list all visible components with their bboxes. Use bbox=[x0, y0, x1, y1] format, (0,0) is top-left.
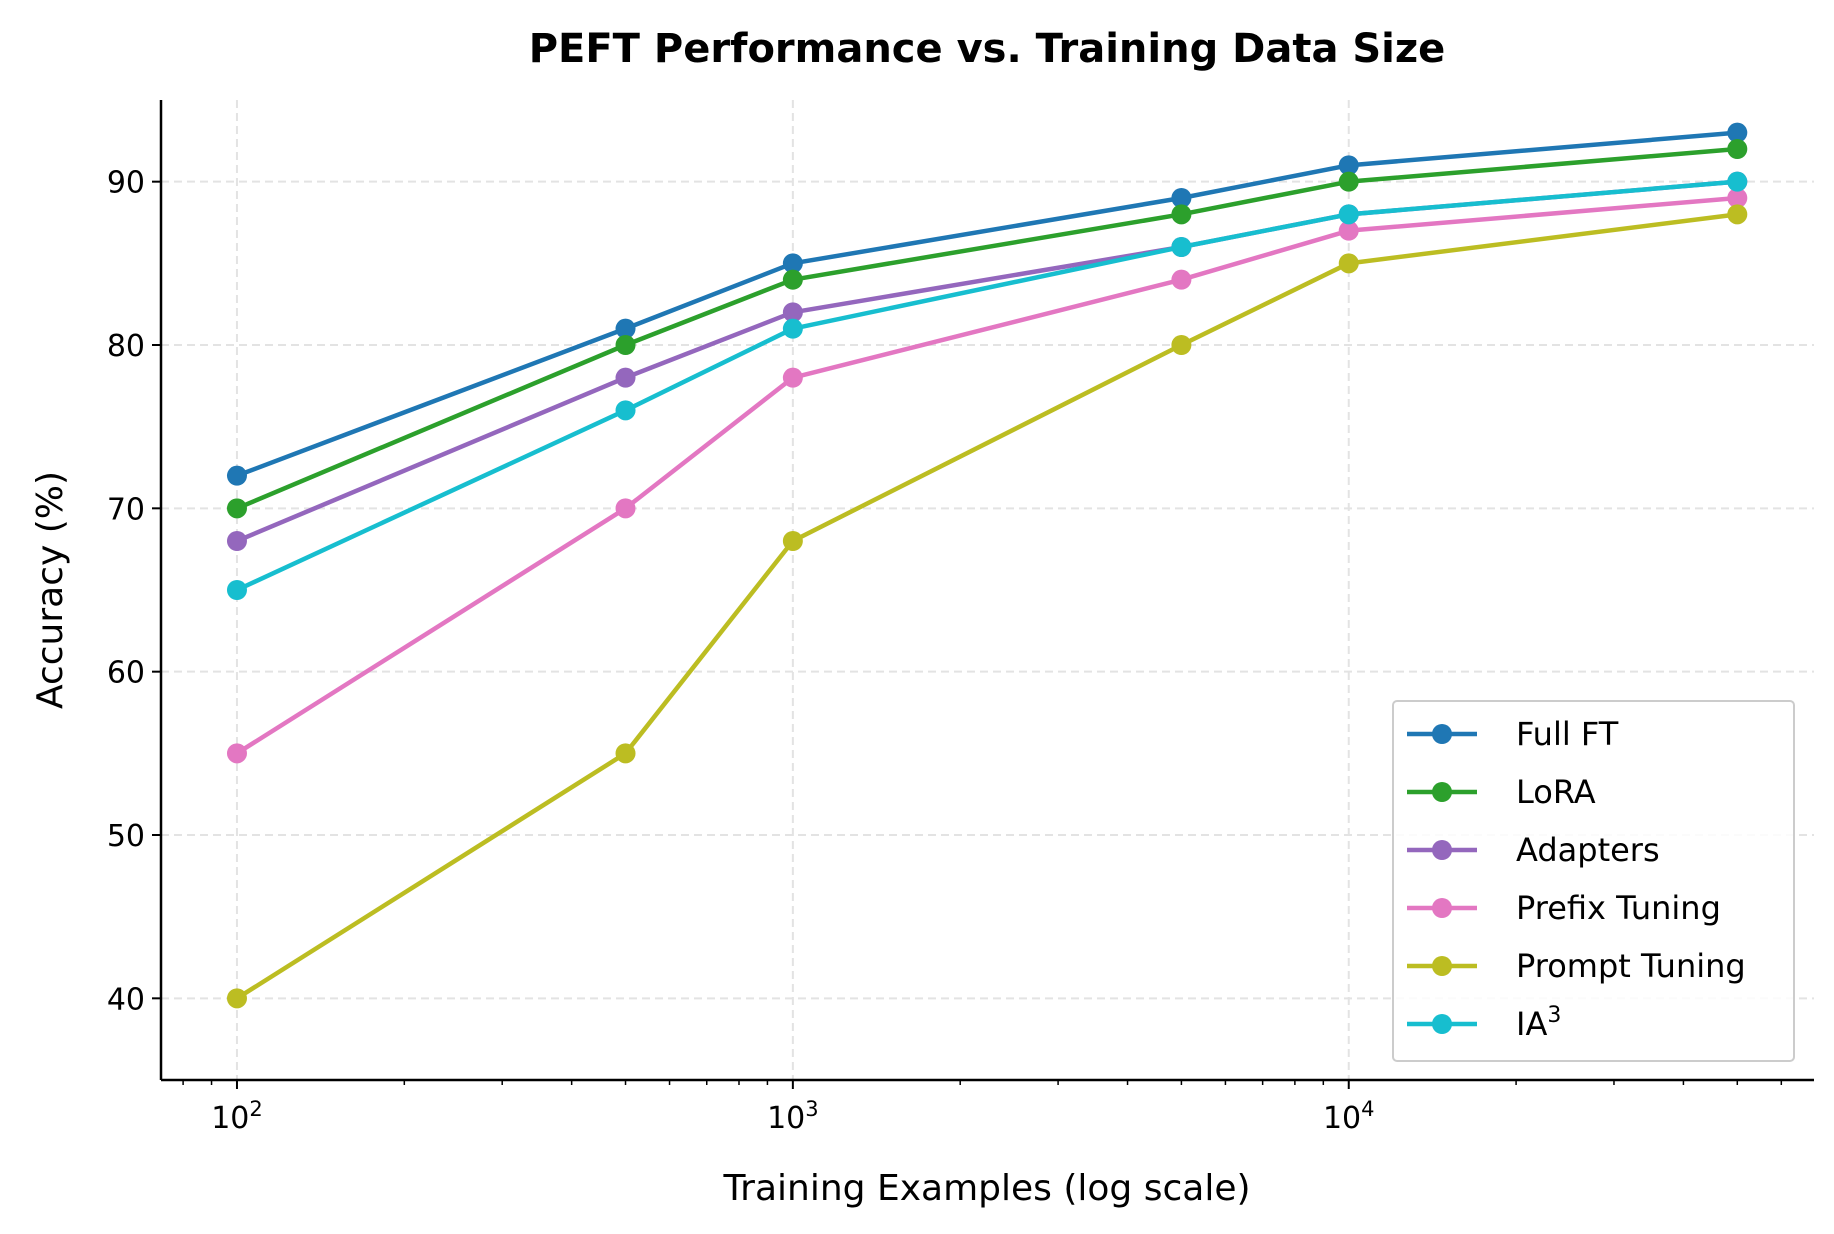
y-tick-label: 40 bbox=[107, 982, 145, 1017]
data-point bbox=[226, 743, 247, 764]
data-point bbox=[782, 269, 803, 290]
data-point bbox=[226, 465, 247, 486]
legend-marker bbox=[1432, 1014, 1452, 1034]
series-lora bbox=[226, 139, 1748, 519]
chart-title: PEFT Performance vs. Training Data Size bbox=[529, 26, 1446, 72]
series-line bbox=[236, 130, 1738, 478]
data-point bbox=[782, 253, 803, 274]
data-point bbox=[782, 318, 803, 339]
data-point bbox=[1171, 269, 1192, 290]
legend-marker bbox=[1432, 840, 1452, 860]
y-tick-label: 50 bbox=[107, 819, 145, 854]
series-line bbox=[235, 195, 1738, 756]
data-point bbox=[615, 367, 636, 388]
data-point bbox=[615, 318, 636, 339]
data-point bbox=[1727, 204, 1748, 225]
data-point bbox=[1727, 122, 1748, 143]
y-axis-label: Accuracy (%) bbox=[30, 471, 71, 709]
series-prefix-tuning bbox=[226, 188, 1748, 764]
x-tick-label: 104 bbox=[1323, 1097, 1375, 1136]
legend-label: LoRA bbox=[1516, 773, 1596, 811]
legend-label: IA3 bbox=[1516, 1003, 1561, 1043]
data-point bbox=[1727, 171, 1748, 192]
y-tick-label: 90 bbox=[107, 166, 145, 201]
legend-label: Full FT bbox=[1516, 715, 1619, 753]
legend-marker bbox=[1432, 724, 1452, 744]
series-full-ft bbox=[226, 122, 1748, 486]
data-point bbox=[1171, 188, 1192, 208]
data-point bbox=[615, 498, 636, 519]
data-point bbox=[1338, 220, 1359, 241]
legend-label: Prompt Tuning bbox=[1516, 947, 1746, 985]
data-point bbox=[1171, 204, 1192, 225]
data-point bbox=[615, 400, 636, 421]
data-point bbox=[1338, 155, 1359, 176]
legend-label: Adapters bbox=[1516, 831, 1660, 869]
data-point bbox=[1338, 253, 1359, 274]
data-point bbox=[1171, 237, 1192, 257]
legend-marker bbox=[1432, 898, 1452, 918]
y-tick-label: 60 bbox=[107, 656, 145, 691]
x-tick-label: 102 bbox=[211, 1097, 263, 1136]
series-line bbox=[236, 179, 1738, 593]
data-point bbox=[1338, 204, 1359, 225]
series-lines bbox=[226, 122, 1748, 1009]
data-point bbox=[226, 580, 247, 600]
y-tick-label: 70 bbox=[107, 492, 145, 527]
series-line bbox=[235, 212, 1738, 1001]
legend: Full FT LoRA Adapters Prefix Tuning Prompt T… bbox=[1392, 700, 1795, 1062]
x-tick-label: 103 bbox=[767, 1097, 819, 1136]
data-point bbox=[1727, 139, 1748, 159]
data-point bbox=[615, 743, 636, 764]
series-line bbox=[236, 146, 1738, 511]
x-axis-label: Training Examples (log scale) bbox=[722, 1168, 1250, 1209]
data-point bbox=[782, 367, 803, 388]
data-point bbox=[782, 302, 803, 323]
series-prompt-tuning bbox=[226, 204, 1748, 1009]
legend-box bbox=[1392, 700, 1795, 1062]
legend-marker bbox=[1432, 956, 1452, 976]
data-point bbox=[1171, 335, 1192, 355]
y-tick-label: 80 bbox=[107, 329, 145, 364]
legend-label: Prefix Tuning bbox=[1516, 889, 1721, 927]
data-point bbox=[782, 531, 803, 551]
data-point bbox=[226, 988, 247, 1009]
series-ia bbox=[226, 171, 1748, 600]
data-point bbox=[615, 335, 636, 355]
legend-marker bbox=[1432, 782, 1452, 802]
data-point bbox=[1727, 188, 1748, 208]
data-point bbox=[226, 531, 247, 551]
data-point bbox=[226, 498, 247, 519]
axes: 40 50 60 70 80 90 102 103 104 bbox=[107, 100, 1814, 1136]
data-point bbox=[1338, 171, 1359, 192]
